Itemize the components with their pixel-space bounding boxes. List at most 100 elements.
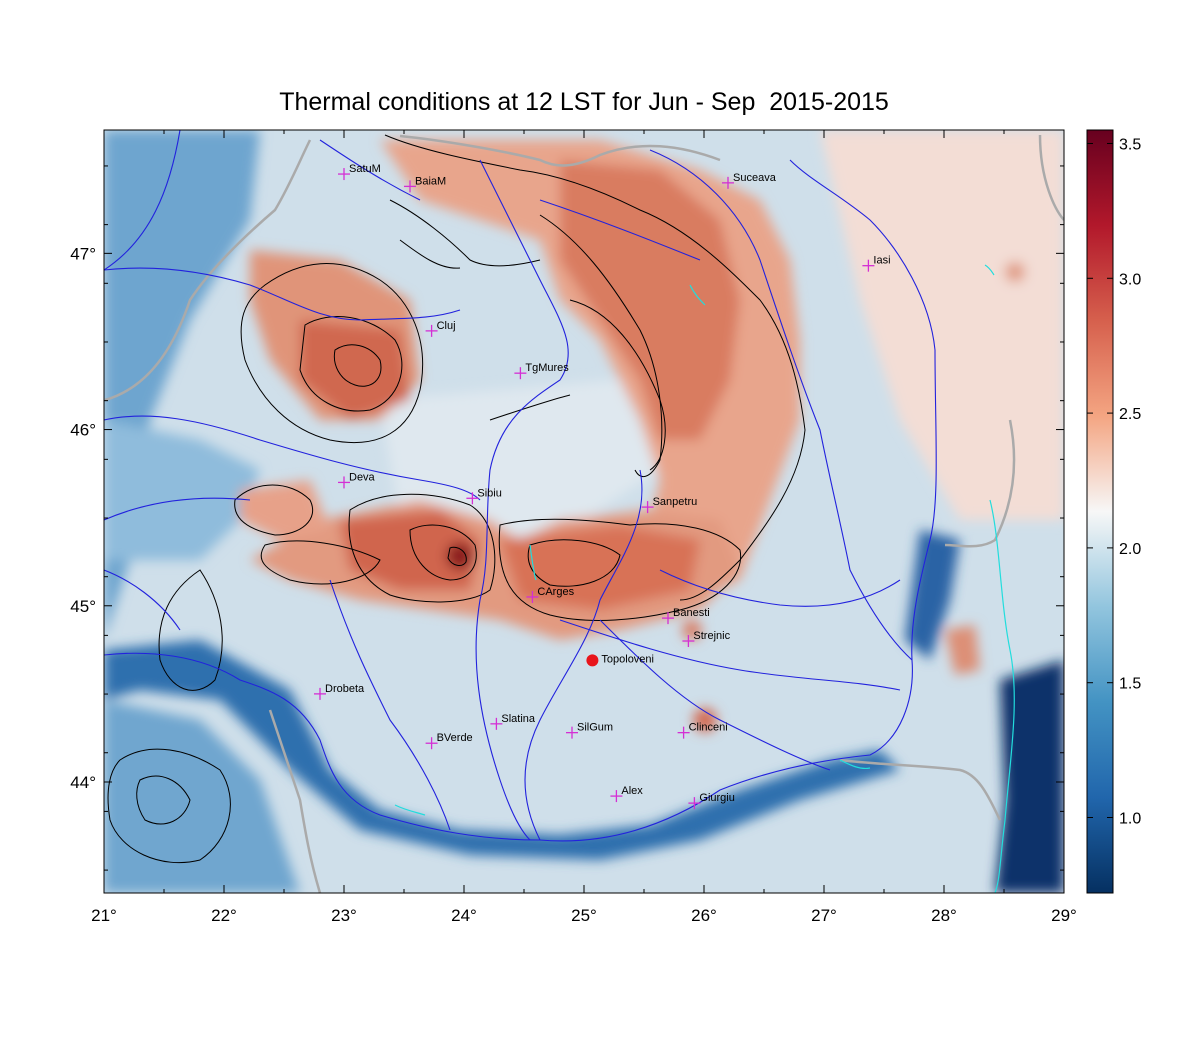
contour-line bbox=[158, 569, 223, 691]
field-apuseni-core bbox=[300, 320, 410, 420]
highlight-station-label: Topoloveni bbox=[601, 653, 654, 665]
field-west-cool bbox=[104, 130, 260, 640]
field-danube-delta-west bbox=[905, 530, 960, 660]
river-somes bbox=[104, 267, 461, 321]
station-marker: BaiaM bbox=[404, 175, 446, 193]
lat-tick-label: 45° bbox=[70, 597, 96, 616]
station-marker: Sanpetru bbox=[641, 496, 698, 514]
station-label: Suceava bbox=[733, 172, 777, 184]
field-west-cool-2 bbox=[104, 420, 260, 560]
contour-line bbox=[447, 546, 467, 566]
contour-line bbox=[569, 299, 666, 471]
field-hotspot-peak bbox=[446, 542, 474, 570]
contour-line bbox=[399, 239, 461, 269]
contour-line bbox=[260, 540, 381, 585]
border-ukraine-north bbox=[399, 134, 721, 167]
lon-tick-label: 23° bbox=[331, 906, 357, 925]
rivers bbox=[104, 130, 937, 842]
station-marker: Giurgiu bbox=[688, 792, 735, 810]
lon-tick-label: 27° bbox=[811, 906, 837, 925]
field-hotspot-east bbox=[1005, 262, 1025, 282]
lat-tick-label: 46° bbox=[70, 421, 96, 440]
river-buzau bbox=[659, 569, 901, 607]
coastline bbox=[989, 499, 1015, 893]
river-mures bbox=[104, 415, 481, 501]
contour-line bbox=[489, 394, 571, 421]
station-label: Drobeta bbox=[325, 683, 365, 695]
river-ialomita bbox=[559, 619, 901, 691]
station-marker: SatuM bbox=[338, 163, 381, 181]
station-label: Cluj bbox=[437, 320, 456, 332]
lon-tick-label: 22° bbox=[211, 906, 237, 925]
contour-line bbox=[389, 199, 541, 267]
lon-tick-label: 28° bbox=[931, 906, 957, 925]
elevation-contours bbox=[107, 134, 806, 864]
station-label: Giurgiu bbox=[699, 792, 734, 804]
station-label: Banesti bbox=[673, 607, 710, 619]
station-marker: Slatina bbox=[490, 713, 536, 730]
colorbar-tick-label: 1.0 bbox=[1119, 811, 1141, 828]
river-tisa bbox=[104, 130, 181, 271]
field-fagaras-core bbox=[340, 510, 480, 590]
colorbar-tick-label: 1.5 bbox=[1119, 676, 1141, 693]
colorbar-ticks: 3.5 3.0 2.5 2.0 1.5 1.0 bbox=[1087, 136, 1141, 828]
colorbar-tick-label: 3.0 bbox=[1119, 271, 1141, 288]
river-olt bbox=[475, 159, 569, 841]
lake-danube-1 bbox=[394, 804, 426, 816]
contour-line bbox=[107, 748, 231, 864]
river-olt-lower bbox=[524, 469, 643, 841]
lakes-coast bbox=[394, 264, 1015, 893]
map-axes: 21° 22° 23° 24° 25° 26° 27° 28° 29° 47° 46° 45° 44° bbox=[70, 130, 1077, 925]
contour-line bbox=[136, 775, 191, 825]
field-hotspot-dobrogea bbox=[945, 625, 980, 675]
colorbar-bar bbox=[1086, 129, 1114, 894]
station-label: Strejnic bbox=[693, 630, 730, 642]
lake-danube-2 bbox=[839, 759, 871, 770]
thermal-field-layer bbox=[104, 130, 1064, 893]
border-moldova bbox=[944, 419, 1016, 548]
station-marker: Sibiu bbox=[466, 487, 502, 505]
station-label: Sibiu bbox=[477, 487, 501, 499]
station-marker: Clinceni bbox=[677, 722, 728, 739]
colorbar-tick-label: 3.5 bbox=[1119, 136, 1141, 153]
contour-line bbox=[384, 134, 806, 601]
station-label: Slatina bbox=[501, 713, 536, 725]
field-southwest-cool bbox=[104, 700, 300, 893]
station-markers-layer: SatuM BaiaM Suceava Iasi Cluj TgMures Deva Sibi… bbox=[314, 163, 891, 810]
field-arges-core bbox=[500, 525, 700, 610]
station-marker: Drobeta bbox=[314, 683, 365, 700]
colorbar: 3.5 3.0 2.5 2.0 1.5 1.0 bbox=[1086, 129, 1141, 894]
map-panel: SatuM BaiaM Suceava Iasi Cluj TgMures Deva Sibi… bbox=[104, 130, 1064, 893]
station-label: Sanpetru bbox=[653, 496, 698, 508]
colorbar-tick-label: 2.0 bbox=[1119, 541, 1141, 558]
station-label: CArges bbox=[537, 586, 574, 598]
lake-east bbox=[984, 264, 995, 276]
contour-line bbox=[348, 493, 496, 603]
field-eastern-carpathians-core bbox=[560, 160, 740, 440]
contour-line bbox=[333, 344, 382, 387]
field-danube-cool bbox=[104, 640, 900, 860]
field-poiana-rusca bbox=[240, 480, 330, 540]
station-marker: BVerde bbox=[425, 732, 473, 750]
station-marker: Suceava bbox=[722, 172, 777, 189]
country-borders bbox=[104, 134, 1064, 893]
field-black-sea bbox=[995, 660, 1064, 893]
station-marker: TgMures bbox=[514, 362, 569, 380]
river-bistrita bbox=[539, 199, 701, 261]
lake-izvorul-muntelui bbox=[689, 284, 706, 306]
lake-vidraru bbox=[529, 544, 537, 581]
lon-tick-label: 26° bbox=[691, 906, 717, 925]
station-label: BaiaM bbox=[415, 175, 446, 187]
border-ukraine-ne bbox=[1038, 134, 1064, 221]
station-label: Alex bbox=[621, 785, 643, 797]
station-label: TgMures bbox=[525, 362, 569, 374]
lat-tick-label: 47° bbox=[70, 244, 96, 263]
station-label: SilGum bbox=[577, 722, 613, 734]
border-serbia-bulgaria bbox=[268, 709, 322, 893]
station-marker: Strejnic bbox=[682, 630, 731, 648]
station-marker: Banesti bbox=[662, 607, 710, 625]
river-prut bbox=[789, 159, 937, 541]
river-arges bbox=[599, 619, 831, 771]
station-marker: SilGum bbox=[566, 722, 613, 739]
